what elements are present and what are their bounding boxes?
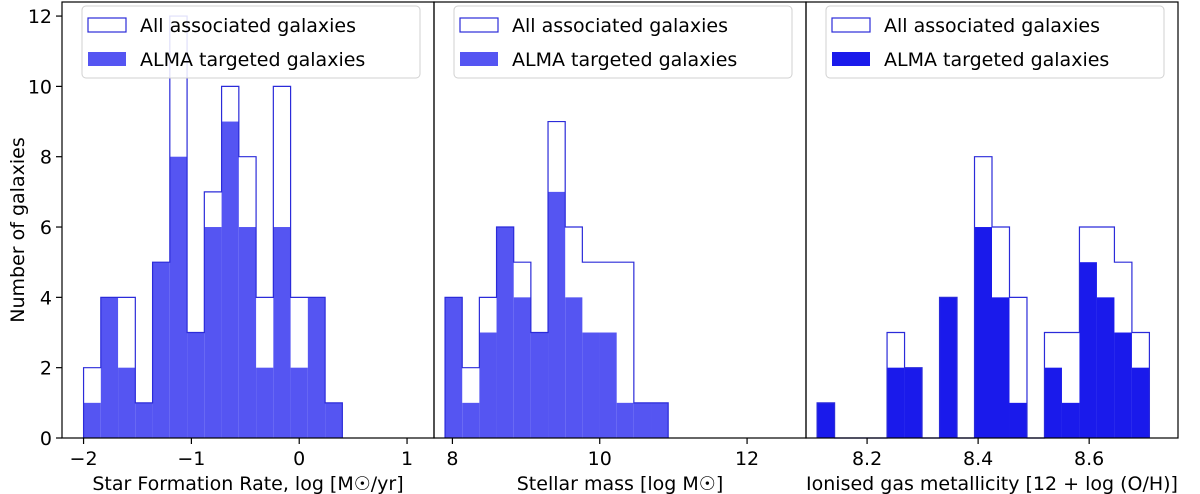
x-tick-label: 12 (735, 448, 759, 470)
legend-swatch-all (831, 17, 871, 33)
y-axis-label: Number of galaxies (7, 137, 29, 322)
alma-bar (530, 332, 549, 438)
y-tick-label: 4 (40, 287, 52, 309)
y-tick-label: 0 (40, 428, 52, 450)
alma-bar (307, 297, 326, 438)
all-associated-outline (444, 120, 669, 438)
panel-frame (805, 1, 1179, 439)
legend-label-alma: ALMA targeted galaxies (884, 49, 1109, 71)
alma-bar (256, 367, 274, 438)
alma-bar (633, 402, 652, 438)
x-tick-label: 0 (293, 448, 305, 470)
x-tick-label: 8.2 (852, 448, 882, 470)
alma-bar (152, 262, 170, 438)
alma-bar (565, 297, 583, 438)
alma-bar (135, 402, 153, 438)
legend-label-alma: ALMA targeted galaxies (140, 49, 365, 71)
legend-label-all: All associated galaxies (140, 15, 356, 37)
alma-bar (904, 367, 923, 438)
alma-bar (1061, 402, 1080, 438)
legend-swatch-all (459, 17, 499, 33)
alma-bar (582, 332, 600, 438)
alma-bar (1044, 367, 1062, 438)
legend-box (81, 5, 421, 79)
alma-bar (599, 332, 617, 438)
legend: All associated galaxies ALMA targeted gal… (825, 5, 1165, 79)
alma-bar (462, 402, 480, 438)
x-axis-label: Star Formation Rate, log [M☉/yr] (92, 473, 403, 494)
legend-swatch-alma (88, 52, 126, 66)
alma-bar (238, 227, 257, 438)
x-tick-label: 8.4 (963, 448, 993, 470)
alma-bar (479, 332, 497, 438)
legend-box (825, 5, 1165, 79)
alma-bar (290, 367, 308, 438)
x-tick-label: 1 (401, 448, 413, 470)
y-tick-label: 6 (40, 217, 52, 239)
alma-bar (496, 227, 514, 438)
legend-label-alma: ALMA targeted galaxies (512, 49, 737, 71)
alma-bar (513, 297, 531, 438)
x-tick-label: −2 (70, 448, 98, 470)
alma-bar (1114, 332, 1132, 438)
alma-bar (1009, 402, 1027, 438)
legend: All associated galaxies ALMA targeted gal… (453, 5, 793, 79)
legend-label-all: All associated galaxies (884, 15, 1100, 37)
y-tick-label: 10 (28, 76, 52, 98)
alma-bar (204, 227, 222, 438)
x-tick-label: −1 (177, 448, 205, 470)
alma-bar (169, 156, 188, 439)
x-tick-label: 10 (588, 448, 612, 470)
panel-metallicity: 8.2 8.4 8.6 Ionised gas metallicity [12 + l… (805, 1, 1179, 494)
x-axis-label: Ionised gas metallicity [12 + log (O/H)] (806, 473, 1178, 494)
x-axis-label: Stellar mass [log M☉] (517, 473, 724, 494)
x-tick-label: 8 (446, 448, 458, 470)
alma-bar (817, 402, 835, 438)
legend-swatch-alma (832, 52, 870, 66)
alma-bar (1096, 297, 1115, 438)
panel-mass: 8 10 12 Stellar mass [log M☉] All associated… (433, 1, 807, 494)
alma-bar (548, 191, 566, 438)
legend-box (453, 5, 793, 79)
alma-bar (325, 402, 343, 438)
alma-bar (83, 402, 101, 438)
all-associated-outline (82, 15, 343, 438)
alma-bar (616, 402, 634, 438)
alma-bar (992, 297, 1010, 438)
alma-bar (100, 297, 119, 438)
alma-bar (651, 402, 669, 438)
legend-label-all: All associated galaxies (512, 15, 728, 37)
alma-bar (939, 297, 958, 438)
alma-bar (187, 332, 205, 438)
alma-bar (887, 367, 905, 438)
alma-bar (1131, 367, 1150, 438)
legend-swatch-all (87, 17, 127, 33)
panel-sfr: −2 −1 0 1 Star Formation Rate, log [M☉/yr] 0 2… (28, 1, 435, 494)
y-tick-label: 8 (40, 147, 52, 169)
x-tick-label: 8.6 (1074, 448, 1104, 470)
alma-bar (445, 297, 463, 438)
y-tick-label: 12 (28, 6, 52, 28)
legend-swatch-alma (460, 52, 498, 66)
y-tick-label: 2 (40, 358, 52, 380)
alma-bar (273, 227, 291, 438)
alma-bar (221, 121, 239, 438)
legend: All associated galaxies ALMA targeted gal… (81, 5, 421, 79)
alma-bar (1079, 262, 1097, 438)
alma-bar (118, 367, 136, 438)
alma-bar (974, 227, 992, 438)
